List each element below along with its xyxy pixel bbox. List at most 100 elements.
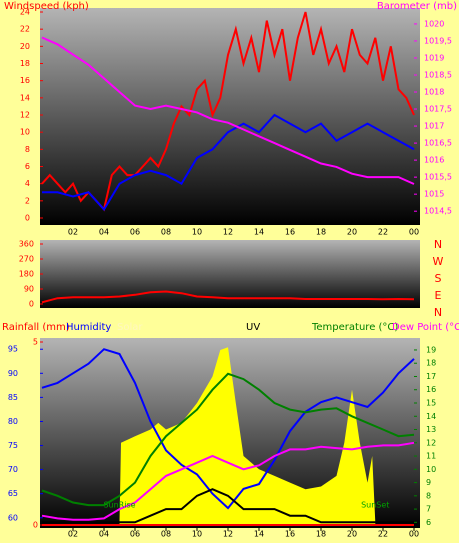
y-axis-label: Windspeed (kph) <box>4 1 89 12</box>
tick-label: 12 <box>426 438 436 447</box>
tick-label: 1018 <box>424 88 444 97</box>
compass-label: E <box>435 289 442 302</box>
series-line <box>41 36 415 185</box>
tick-label: 22 <box>20 25 30 34</box>
tick-label: 9 <box>426 478 431 487</box>
x-tick-label: 16 <box>285 530 295 539</box>
x-tick-label: 08 <box>161 228 171 237</box>
tick-label: 17 <box>426 372 436 381</box>
x-tick-label: 12 <box>223 530 233 539</box>
tick-label: 90 <box>24 285 34 294</box>
tick-label: 24 <box>20 8 30 17</box>
x-tick-label: 06 <box>130 530 140 539</box>
tick-label: 60 <box>8 513 18 522</box>
series-line <box>42 113 415 212</box>
x-tick-label: 20 <box>347 228 357 237</box>
legend-label: Temperature (°C) <box>311 322 398 333</box>
tick-label: 1015 <box>424 190 444 199</box>
x-tick-label: 16 <box>285 228 295 237</box>
tick-label: 14 <box>426 412 436 421</box>
series-line <box>41 290 415 304</box>
tick-label: 180 <box>19 270 34 279</box>
tick-label: 0 <box>29 300 34 309</box>
x-tick-label: 08 <box>161 530 171 539</box>
x-tick-label: 10 <box>192 228 202 237</box>
legend-label: UV <box>246 322 260 333</box>
tick-label: 11 <box>426 452 436 461</box>
tick-label: 75 <box>8 441 18 450</box>
tick-label: 15 <box>426 399 436 408</box>
tick-label: 1020 <box>424 19 444 28</box>
tick-label: 4 <box>25 179 30 188</box>
tick-label: 80 <box>8 417 18 426</box>
x-tick-label: 14 <box>254 228 264 237</box>
tick-label: 18 <box>426 359 436 368</box>
x-tick-label: 22 <box>378 228 388 237</box>
tick-label: 360 <box>19 240 34 249</box>
tick-label: 10 <box>20 128 30 137</box>
series-line <box>41 372 415 507</box>
x-tick-label: 04 <box>99 530 109 539</box>
x-tick-label: 18 <box>316 530 326 539</box>
x-tick-label: 22 <box>378 530 388 539</box>
tick-label: 14 <box>20 93 30 102</box>
x-tick-label: 14 <box>254 530 264 539</box>
tick-label: 1016,5 <box>424 139 452 148</box>
tick-label: 16 <box>426 385 436 394</box>
annotation: SunRise <box>103 501 135 510</box>
x-tick-label: 02 <box>68 530 78 539</box>
tick-label: 18 <box>20 59 30 68</box>
tick-label: 70 <box>8 465 18 474</box>
tick-label: 5 <box>33 338 38 347</box>
tick-label: 1019 <box>424 53 444 62</box>
compass-label: N <box>434 238 442 251</box>
x-tick-label: 12 <box>223 228 233 237</box>
legend-label: Dew Point (°C <box>392 322 459 333</box>
tick-label: 90 <box>8 369 18 378</box>
tick-label: 1019,5 <box>424 36 452 45</box>
tick-label: 1015,5 <box>424 173 452 182</box>
plot-bg <box>40 8 420 225</box>
tick-label: 6 <box>25 162 30 171</box>
tick-label: 1014,5 <box>424 207 452 216</box>
tick-label: 0 <box>33 521 38 530</box>
tick-label: 10 <box>426 465 436 474</box>
x-tick-label: 02 <box>68 228 78 237</box>
x-tick-label: 00 <box>409 530 419 539</box>
x-tick-label: 20 <box>347 530 357 539</box>
tick-label: 1016 <box>424 156 444 165</box>
tick-label: 1017 <box>424 122 444 131</box>
tick-label: 16 <box>20 76 30 85</box>
tick-label: 85 <box>8 393 18 402</box>
tick-label: 0 <box>25 214 30 223</box>
tick-label: 2 <box>25 196 30 205</box>
compass-label: W <box>433 255 444 268</box>
legend-label: Rainfall (mm) <box>2 322 70 333</box>
series-line <box>41 441 415 521</box>
compass-label: S <box>435 272 442 285</box>
tick-label: 65 <box>8 489 18 498</box>
tick-label: 1018,5 <box>424 70 452 79</box>
x-tick-label: 18 <box>316 228 326 237</box>
x-tick-label: 06 <box>130 228 140 237</box>
tick-label: 6 <box>426 518 431 527</box>
tick-label: 1017,5 <box>424 105 452 114</box>
tick-label: 8 <box>426 491 431 500</box>
tick-label: 7 <box>426 505 431 514</box>
x-tick-label: 04 <box>99 228 109 237</box>
tick-label: 13 <box>426 425 436 434</box>
tick-label: 20 <box>20 42 30 51</box>
tick-label: 19 <box>426 345 436 354</box>
series-line <box>41 348 415 510</box>
tick-label: 12 <box>20 111 30 120</box>
compass-label: N <box>434 306 442 319</box>
y2-axis-label: Barometer (mb) <box>377 1 457 12</box>
legend-label: Solar <box>117 322 143 333</box>
area <box>119 347 376 525</box>
tick-label: 270 <box>19 255 34 264</box>
x-tick-label: 10 <box>192 530 202 539</box>
series-line <box>42 488 414 524</box>
annotation: SunSet <box>361 501 389 510</box>
